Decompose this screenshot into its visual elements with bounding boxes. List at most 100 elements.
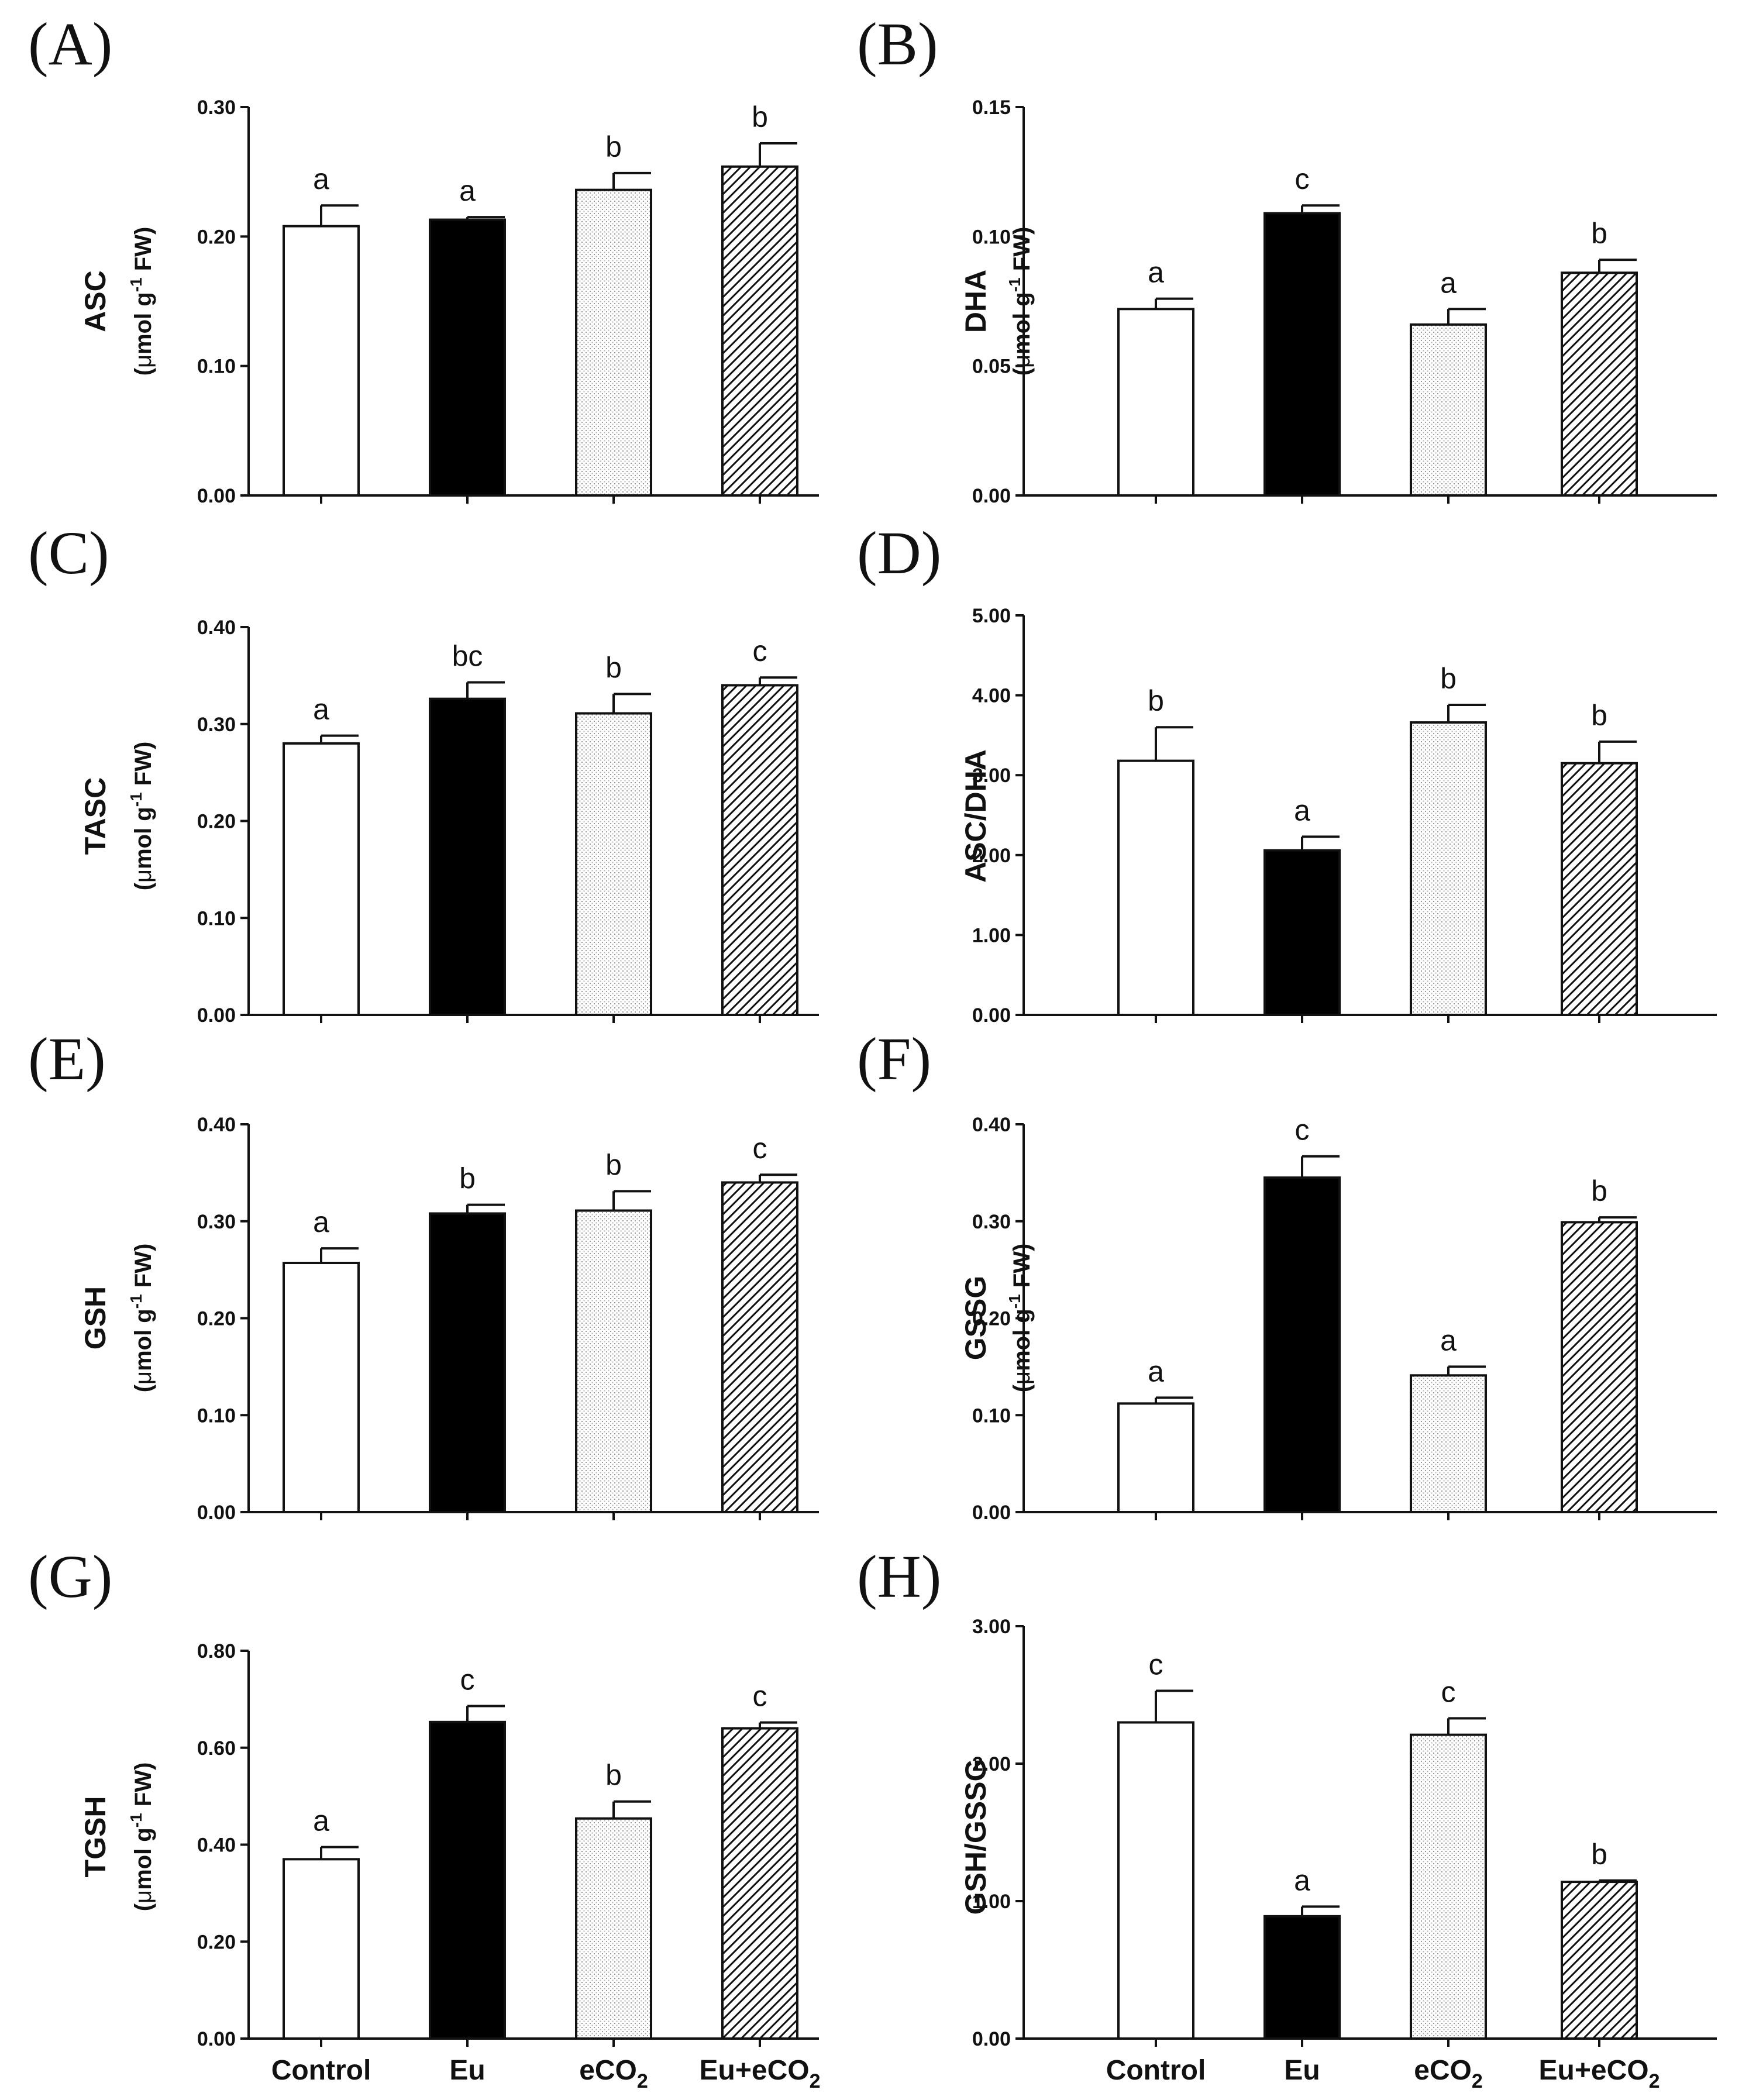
y-axis-unit: (μmol g-1 FW) [127,227,156,376]
bar-eu-eco2 [1561,271,1638,497]
y-tick-label: 1.00 [972,924,1011,946]
bar-control [283,1262,360,1513]
panel-letter: (E) [28,1025,106,1093]
error-bar [1447,1717,1486,1735]
bar-control [1117,759,1194,1017]
bar-eu [429,1720,506,2040]
bar-eu-eco2 [1561,762,1638,1016]
bar-control [283,1858,360,2040]
y-tick-label: 0.30 [197,714,236,736]
y-tick-label: 0.30 [972,1211,1011,1233]
bar-eu [1263,1915,1341,2040]
significance-letter: c [1295,1114,1310,1147]
panel-letter: (C) [28,519,109,587]
error-bar [1598,1879,1637,1882]
panel-letter: (G) [28,1543,112,1610]
bar-eu [429,218,506,497]
y-tick-label: 0.40 [197,617,236,639]
y-tick-label: 3.00 [972,1616,1011,1638]
bar-eu [1263,1176,1341,1513]
x-category-label: Eu+eCO2 [1539,2055,1660,2092]
panel-f: (F) 0.00 0.10 0.20 0.30 0.40 GSSG (μmol g-1 FW)… [857,1025,1717,1524]
y-axis-unit: (μmol g-1 FW) [1006,227,1035,376]
x-category-label: Eu+eCO2 [700,2055,821,2092]
y-tick-label: 0.20 [197,226,236,248]
bar-eco2 [1410,323,1487,497]
bar-control [283,742,360,1017]
panel-g: (G) 0.00 0.20 0.40 0.60 0.80 TGSH (μmol g-1 FW)… [28,1543,820,2092]
y-tick-label: 0.20 [972,1308,1011,1330]
bar-eu [429,1212,506,1513]
y-tick-label: 0.10 [197,907,236,929]
significance-letter: bc [452,639,483,672]
error-bar [466,216,505,220]
y-axis-unit: (μmol g-1 FW) [127,742,156,891]
significance-letter: a [1294,1864,1310,1896]
error-bar [466,1705,505,1722]
bar-eu-eco2 [721,1727,798,2040]
significance-letter: b [1591,217,1607,250]
significance-letter: a [313,1206,329,1238]
error-bar [1155,726,1193,761]
panel-letter: (D) [857,519,941,587]
significance-letter: c [460,1663,475,1696]
error-bar [320,204,359,226]
significance-letter: b [605,651,622,684]
significance-letter: c [1149,1648,1163,1681]
bar-eu [429,697,506,1016]
significance-letter: c [753,635,767,667]
error-bar [1301,835,1340,851]
panel-h: (H) 0.00 1.00 2.00 3.00 GSH/GSSG c a c b Control Eu… [857,1543,1717,2092]
error-bar [1447,1365,1486,1376]
error-bar [612,1190,651,1211]
y-tick-label: 0.20 [197,1308,236,1330]
error-bar [1598,740,1637,763]
error-bar [1447,703,1486,723]
bar-eco2 [575,712,652,1016]
significance-letter: a [313,163,329,195]
significance-letter: c [753,1132,767,1165]
significance-letter: b [1591,1175,1607,1207]
y-tick-label: 0.00 [972,485,1011,507]
y-tick-label: 5.00 [972,605,1011,627]
error-bar [612,1800,651,1819]
bar-eu-eco2 [1561,1221,1638,1513]
y-tick-label: 3.00 [972,765,1011,787]
error-bar [320,1846,359,1860]
y-axis-label: GSH [79,1286,112,1349]
x-category-label: Eu [449,2055,485,2086]
bar-control [283,225,360,497]
y-tick-label: 0.10 [197,1404,236,1427]
x-category-label: Control [1106,2055,1206,2086]
y-tick-label: 0.80 [197,1640,236,1662]
x-category-label: Control [271,2055,371,2086]
error-bar [1155,1396,1193,1404]
panel-letter: (F) [857,1025,931,1093]
significance-letter: a [1294,794,1310,827]
y-tick-label: 0.00 [197,485,236,507]
y-axis-label: TASC [79,777,112,855]
significance-letter: b [1148,684,1164,717]
bar-control [1117,1402,1194,1514]
y-tick-label: 2.00 [972,845,1011,867]
y-tick-label: 0.60 [197,1737,236,1760]
significance-letter: b [752,101,768,133]
panel-letter: (B) [857,11,938,78]
panel-c: (C) 0.00 0.10 0.20 0.30 0.40 TASC (μmol g-1 FW)… [28,519,819,1027]
significance-letter: b [605,130,622,163]
significance-letter: b [605,1148,622,1181]
significance-letter: b [1440,662,1457,695]
significance-letter: b [1591,1838,1607,1871]
panel-d: (D) 0.00 1.00 2.00 3.00 4.00 5.00 ASC/DHA b a b b [857,519,1717,1027]
y-tick-label: 0.40 [197,1114,236,1136]
significance-letter: c [753,1680,767,1713]
bar-eu-eco2 [721,684,798,1016]
significance-letter: c [1441,1675,1456,1708]
error-bar [759,1173,797,1183]
error-bar [1598,259,1637,273]
bar-eco2 [575,1209,652,1514]
panel-a: (A) 0.00 0.10 0.20 0.30 ASC (μmol g-1 FW) a a b b [28,11,819,507]
significance-letter: b [605,1759,622,1792]
y-tick-label: 0.20 [197,811,236,833]
